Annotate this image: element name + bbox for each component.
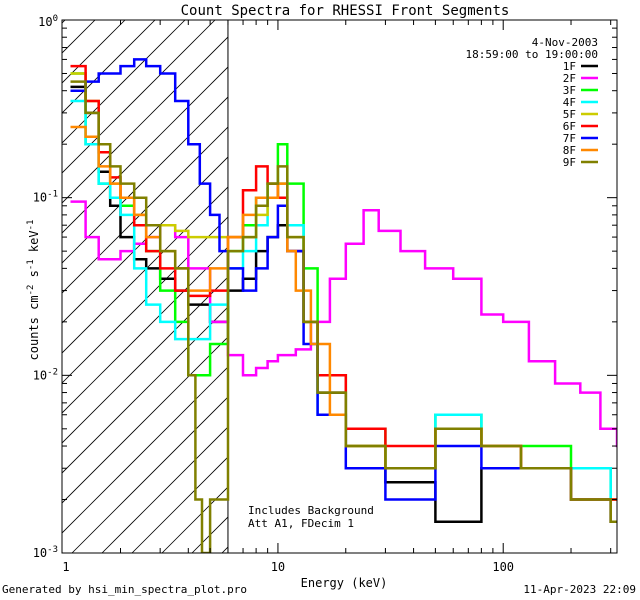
hatch-line <box>71 396 228 553</box>
hatch-line <box>312 13 640 553</box>
hatch-line <box>101 426 228 553</box>
hatch-line <box>62 20 126 84</box>
hatch-line <box>62 216 228 384</box>
hatch-line <box>62 276 228 444</box>
svg-text:counts cm-2 s-1 keV-1: counts cm-2 s-1 keV-1 <box>26 220 41 361</box>
legend-date: 4-Nov-2003 <box>532 36 598 49</box>
hatch-line <box>62 66 228 234</box>
chart-title: Count Spectra for RHESSI Front Segments <box>181 3 510 19</box>
x-tick-label: 1 <box>62 560 69 574</box>
hatch-line <box>62 186 228 354</box>
y-tick-label: 10-1 <box>33 190 58 205</box>
hatch-line <box>62 126 228 294</box>
axis-ticks: 1 10 100 100 10-1 10-2 10-3 <box>33 14 617 574</box>
series-7f <box>70 58 617 523</box>
series-4f <box>70 99 617 501</box>
hatch-line <box>62 156 228 324</box>
legend-label-2f: 2F <box>563 72 576 85</box>
y-tick-label: 100 <box>38 14 58 29</box>
y-tick-label: 10-2 <box>33 367 58 382</box>
plot-frame <box>61 19 618 554</box>
y-tick-label: 10-3 <box>33 545 58 560</box>
hatch-line <box>62 20 186 144</box>
x-tick-label: 100 <box>492 560 514 574</box>
series-8f <box>70 125 617 523</box>
series-3f <box>70 72 617 501</box>
legend-label-9f: 9F <box>563 156 576 169</box>
footer-generated-by: Generated by hsi_min_spectra_plot.pro <box>2 583 248 596</box>
hatch-line <box>62 96 228 264</box>
hatch-line <box>62 336 228 504</box>
legend-label-7f: 7F <box>563 132 576 145</box>
series-5f <box>70 72 617 501</box>
series-6f <box>70 64 617 501</box>
legend-label-8f: 8F <box>563 144 576 157</box>
series-layer <box>70 58 617 553</box>
legend-label-5f: 5F <box>563 108 576 121</box>
legend: 4-Nov-2003 18:59:00 to 19:00:00 1F2F3F4F… <box>466 36 598 169</box>
hatch-line <box>62 20 156 114</box>
series-9f <box>70 80 617 553</box>
annotation-attenuator: Att A1, FDecim 1 <box>248 517 354 530</box>
y-axis-label: counts cm-2 s-1 keV-1 <box>26 220 41 361</box>
legend-label-3f: 3F <box>563 84 576 97</box>
hatch-line <box>62 20 216 174</box>
hatch-line <box>221 546 228 553</box>
footer-timestamp: 11-Apr-2023 22:09 <box>523 583 636 596</box>
x-axis-label: Energy (keV) <box>301 576 388 590</box>
legend-label-6f: 6F <box>563 120 576 133</box>
attenuator-hatch <box>62 13 640 553</box>
hatch-line <box>62 36 228 204</box>
legend-time-range: 18:59:00 to 19:00:00 <box>466 48 598 61</box>
hatch-line <box>252 13 640 553</box>
legend-label-4f: 4F <box>563 96 576 109</box>
hatch-line <box>131 456 228 553</box>
hatch-line <box>62 246 228 414</box>
hatch-line <box>62 306 228 474</box>
hatch-line <box>282 13 640 553</box>
x-tick-label: 10 <box>271 560 285 574</box>
annotation-background: Includes Background <box>248 504 374 517</box>
hatch-line <box>62 366 228 534</box>
legend-label-1f: 1F <box>563 60 576 73</box>
